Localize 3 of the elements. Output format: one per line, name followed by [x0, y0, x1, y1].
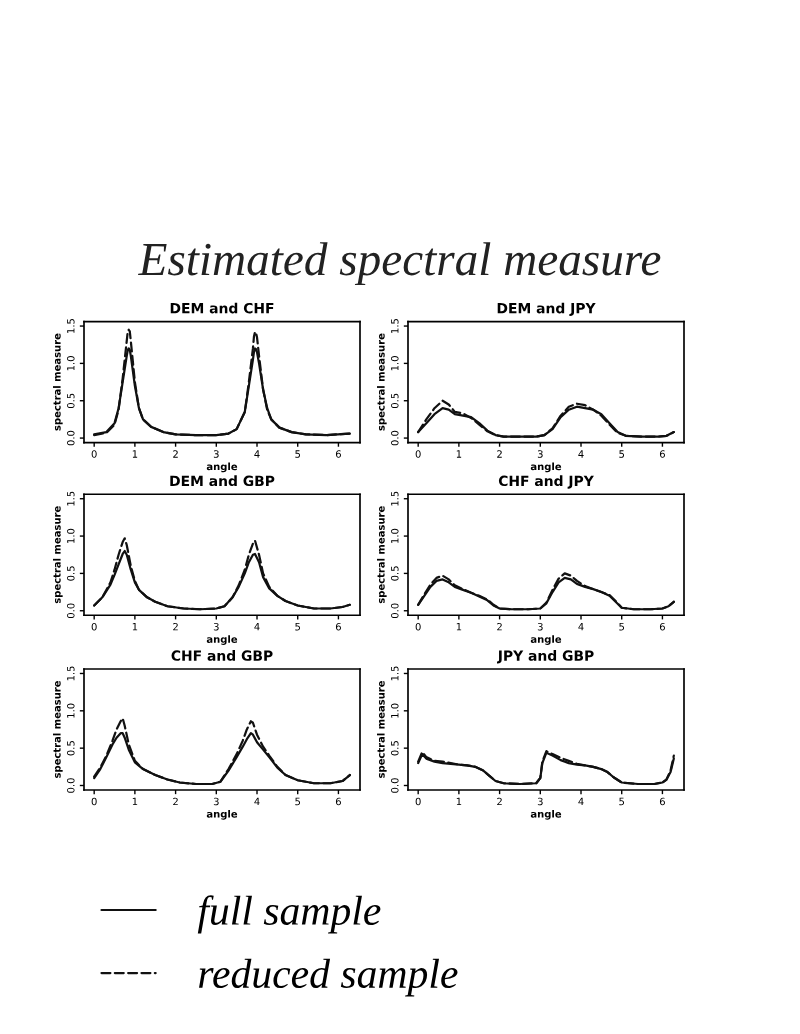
legend-label: reduced sample: [199, 958, 458, 997]
text: Estimated spectral measure: [138, 242, 661, 286]
legend-label: full sample: [197, 895, 381, 934]
